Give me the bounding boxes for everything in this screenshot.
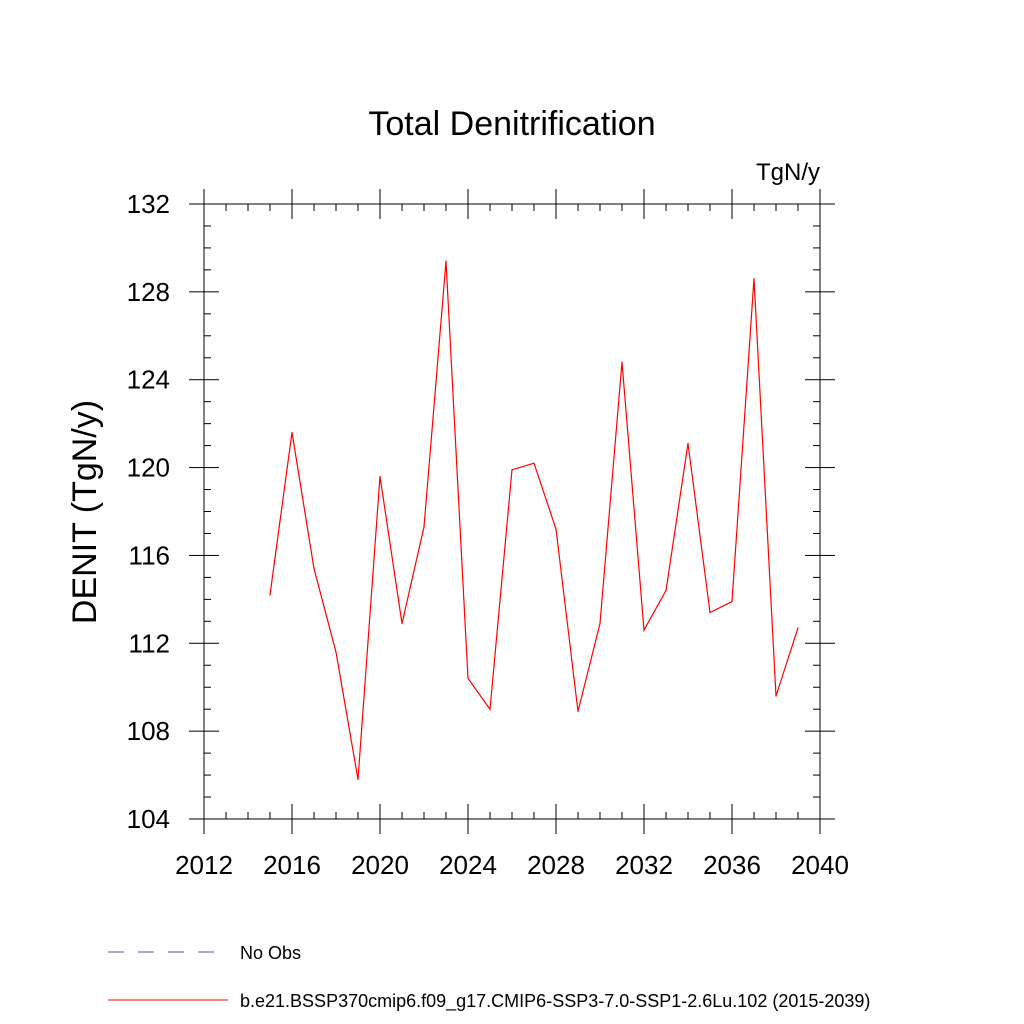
y-tick-label: 128: [127, 277, 170, 307]
data-point: [621, 361, 623, 363]
legend: No Obs b.e21.BSSP370cmip6.f09_g17.CMIP6-S…: [108, 943, 870, 1012]
y-tick-label: 108: [127, 716, 170, 746]
data-point: [401, 622, 403, 625]
y-tick-label: 120: [127, 453, 170, 483]
data-point: [731, 600, 733, 603]
x-tick-label: 2024: [439, 850, 497, 880]
data-point: [423, 526, 425, 528]
data-point: [753, 278, 755, 280]
data-point: [555, 528, 557, 530]
data-point: [489, 708, 491, 710]
data-point: [533, 462, 535, 464]
y-tick-label: 104: [127, 804, 170, 834]
data-point: [291, 431, 293, 434]
data-point: [577, 710, 579, 712]
x-tick-label: 2028: [527, 850, 585, 880]
units-label: TgN/y: [756, 159, 820, 186]
y-tick-label: 112: [129, 628, 170, 658]
plot-frame: [203, 203, 821, 820]
x-tick-label: 2036: [703, 850, 761, 880]
data-point: [357, 778, 359, 781]
data-point: [445, 260, 447, 262]
data-point: [687, 442, 689, 445]
x-tick-label: 2020: [351, 850, 409, 880]
data-point: [665, 589, 667, 592]
data-point: [599, 622, 601, 625]
data-point: [467, 677, 469, 680]
legend-label: b.e21.BSSP370cmip6.f09_g17.CMIP6-SSP3-7.…: [240, 991, 870, 1012]
data-point: [313, 568, 315, 570]
data-point: [709, 611, 711, 614]
data-point: [643, 629, 645, 631]
y-tick-label: 132: [127, 189, 170, 219]
data-point: [511, 469, 513, 471]
series-layer: [269, 260, 799, 781]
x-tick-label: 2016: [263, 850, 321, 880]
legend-label: No Obs: [240, 943, 301, 963]
x-tick-label: 2012: [175, 850, 233, 880]
y-tick-label: 124: [127, 365, 170, 395]
series-line: [269, 261, 799, 780]
ticks-layer: 2012 2016 2020 2024 2028 2032 2036 2040 104 108 11…: [127, 189, 849, 880]
x-tick-label: 2032: [615, 850, 673, 880]
data-point: [269, 594, 271, 596]
data-point: [797, 627, 799, 629]
y-tick-label: 116: [129, 540, 170, 570]
data-point: [335, 651, 337, 653]
y-axis-label: DENIT (TgN/y): [66, 400, 104, 624]
chart-title: Total Denitrification: [368, 105, 655, 143]
x-tick-label: 2040: [791, 850, 849, 880]
data-point: [775, 695, 777, 697]
data-point: [379, 475, 381, 477]
